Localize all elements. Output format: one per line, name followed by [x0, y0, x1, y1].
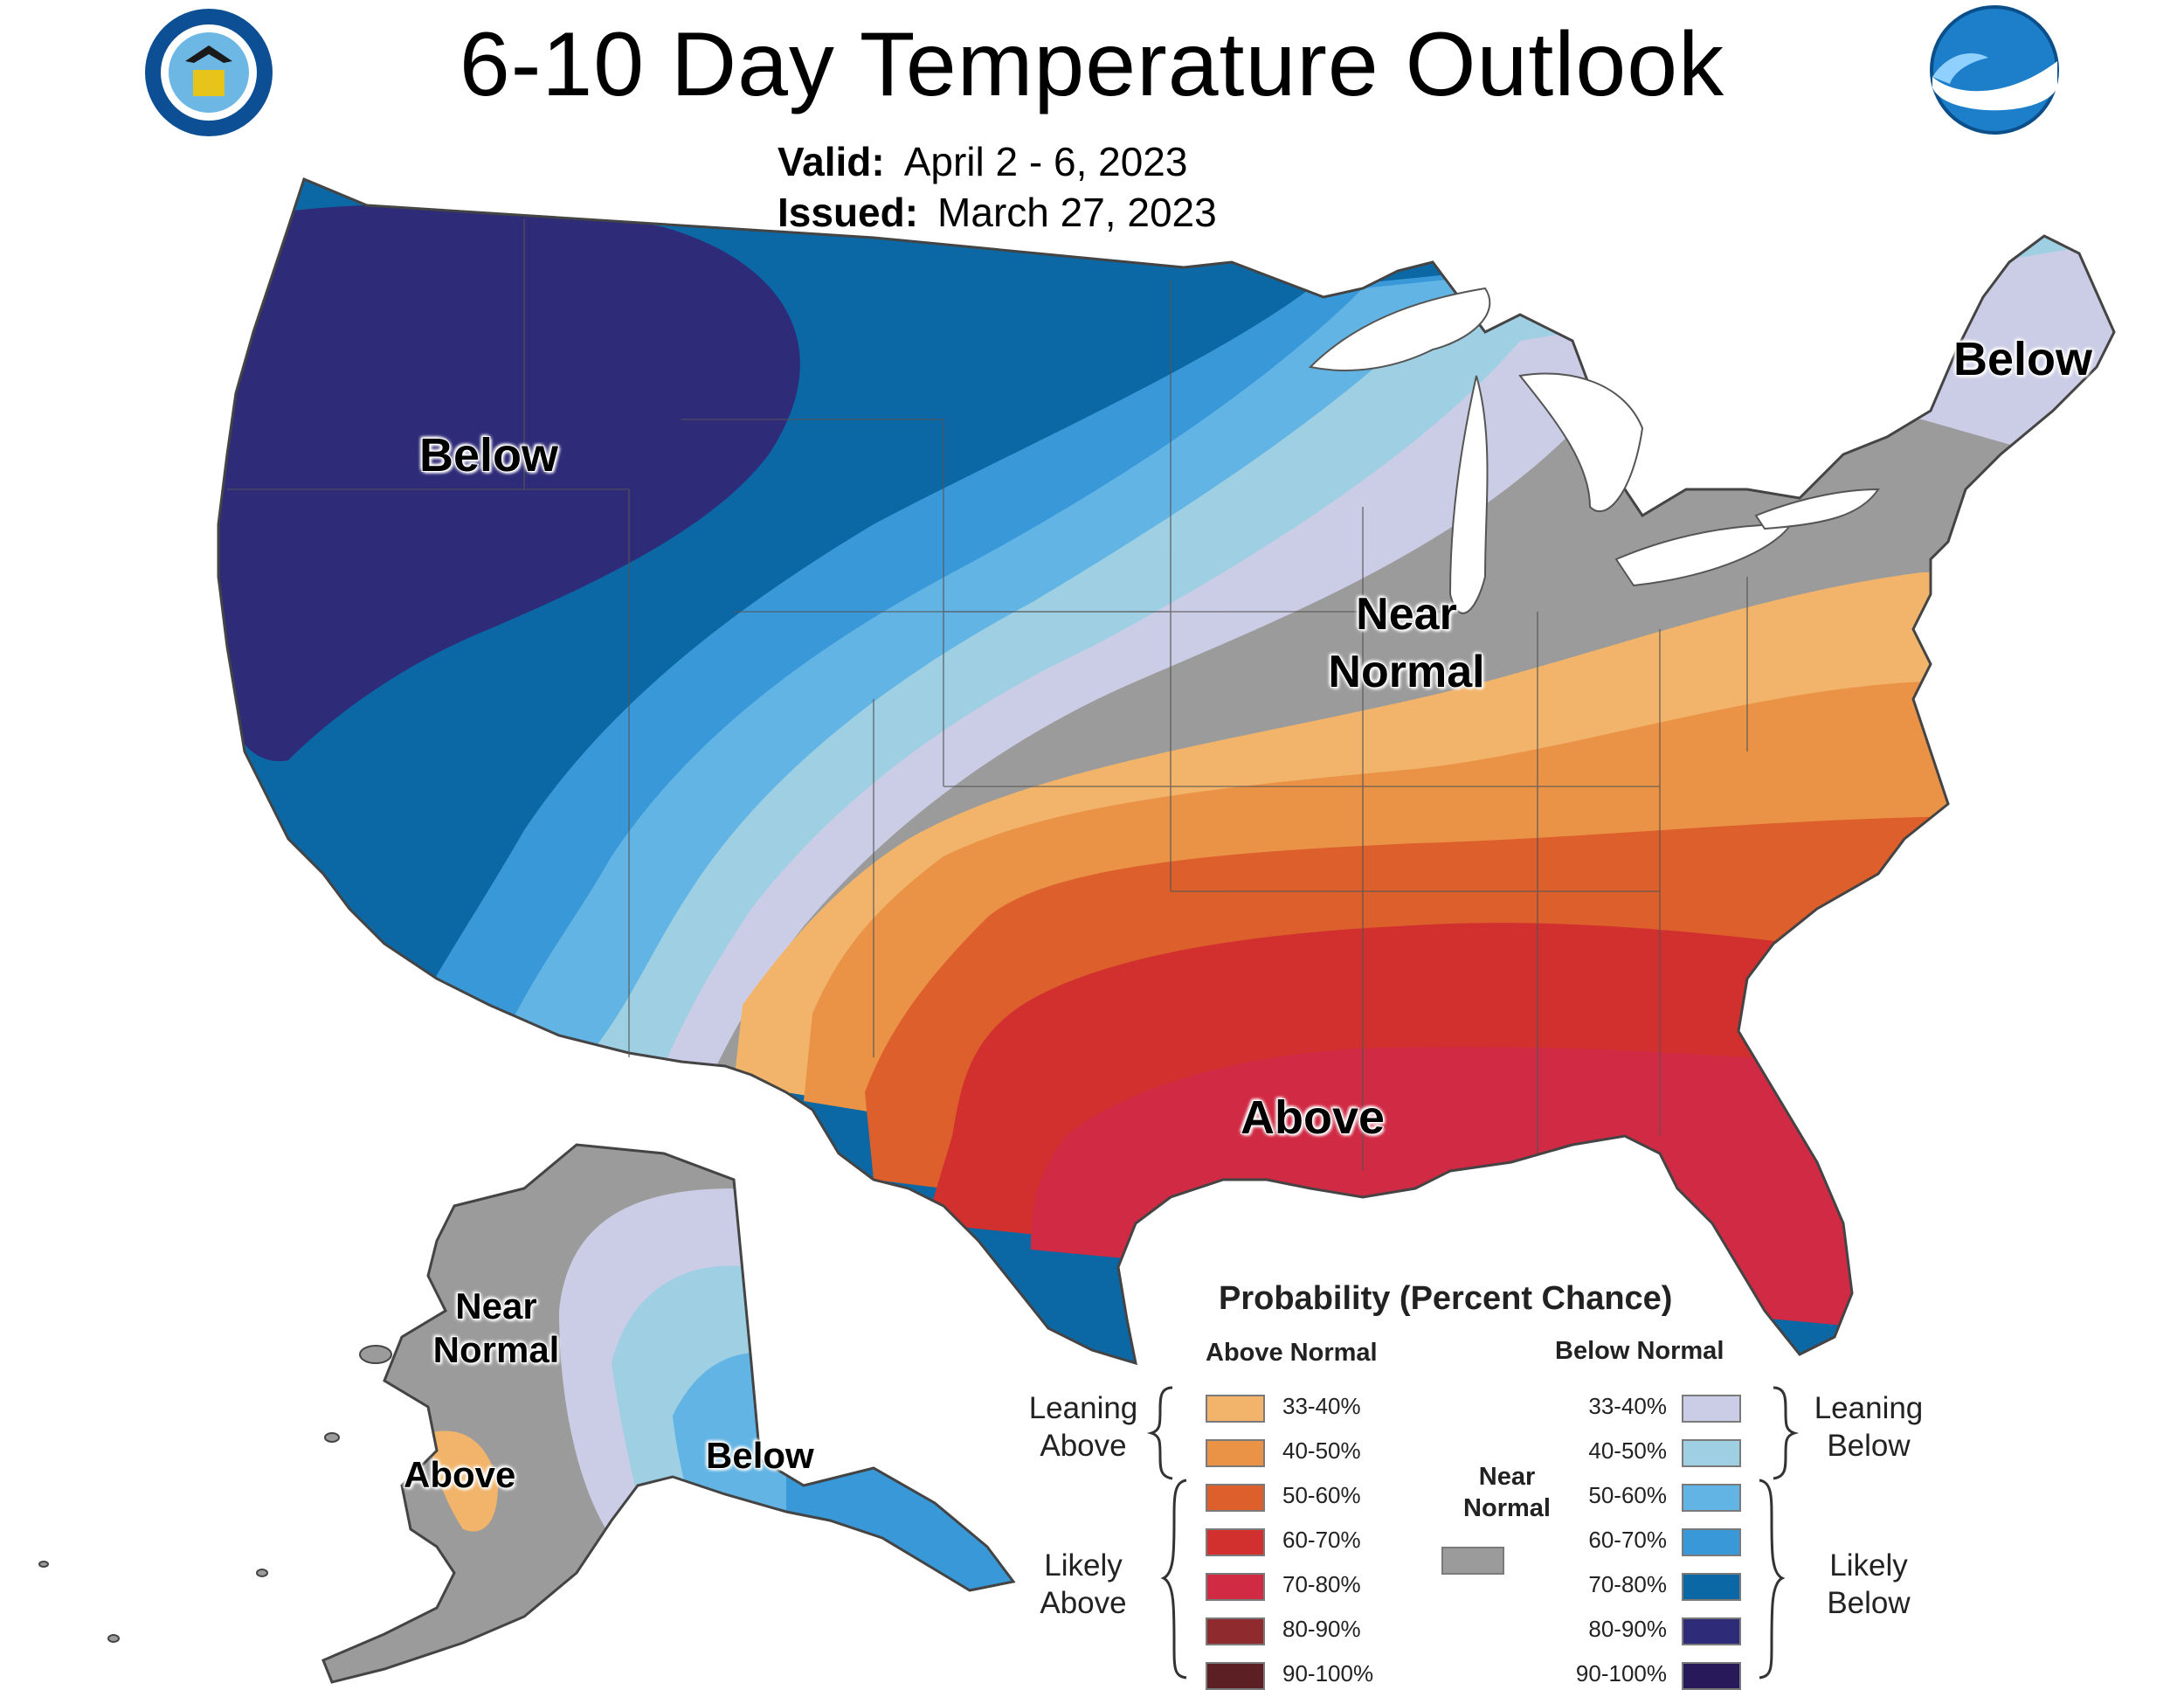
noaa-logo-icon	[1930, 5, 2059, 135]
label-near-normal: Near Normal	[1327, 588, 1485, 698]
legend-title: Probability (Percent Chance)	[1219, 1280, 1673, 1317]
below-swatch	[1682, 1528, 1741, 1556]
issued-value: March 27, 2023	[937, 190, 1217, 235]
label-alaska-below: Below	[705, 1434, 815, 1477]
above-swatch	[1206, 1617, 1265, 1645]
alaska-outline	[321, 1143, 1016, 1684]
below-swatch-label: 50-60%	[1588, 1482, 1667, 1508]
near-normal-swatch	[1441, 1547, 1504, 1575]
near-normal-legend-label: Near Normal	[1463, 1463, 1551, 1522]
label-below-west: Below	[418, 428, 559, 482]
below-swatch-label: 80-90%	[1588, 1616, 1667, 1642]
leaning-above-label: Leaning Above	[1028, 1391, 1138, 1463]
below-swatch	[1682, 1573, 1741, 1601]
below-swatch	[1682, 1617, 1741, 1645]
issued-date: Issued: March 27, 2023	[778, 189, 1217, 236]
above-swatch	[1206, 1662, 1265, 1690]
likely-above-label: Likely Above	[1040, 1548, 1127, 1620]
below-swatch-label: 70-80%	[1588, 1571, 1667, 1597]
state-boundaries	[227, 218, 1748, 1171]
legend-above-header: Above Normal	[1206, 1339, 1378, 1367]
issued-label: Issued:	[778, 190, 919, 235]
legend-below-header: Below Normal	[1555, 1337, 1724, 1365]
page-title: 6-10 Day Temperature Outlook	[459, 14, 1725, 115]
above-swatch	[1206, 1573, 1265, 1601]
label-below-northeast: Below	[1952, 332, 2093, 386]
below-swatch	[1682, 1484, 1741, 1512]
above-swatch-label: 60-70%	[1282, 1527, 1361, 1553]
above-swatch	[1206, 1484, 1265, 1512]
below-swatch-label: 33-40%	[1588, 1393, 1667, 1419]
conus-outline	[217, 177, 2116, 1366]
above-swatch-label: 80-90%	[1282, 1616, 1361, 1642]
valid-label: Valid:	[778, 139, 885, 184]
below-swatch-label: 60-70%	[1588, 1527, 1667, 1553]
valid-value: April 2 - 6, 2023	[903, 139, 1188, 184]
likely-below-label: Likely Below	[1827, 1548, 1911, 1620]
alaska-probability-bands	[323, 1145, 1013, 1682]
great-lakes	[1308, 287, 1880, 614]
label-alaska-near-normal: Near Normal	[432, 1285, 561, 1371]
above-swatch	[1206, 1439, 1265, 1467]
label-alaska-above: Above	[403, 1453, 516, 1496]
above-swatch-label: 50-60%	[1282, 1482, 1361, 1508]
below-swatch-label: 40-50%	[1588, 1437, 1667, 1464]
label-above: Above	[1240, 1091, 1386, 1145]
below-swatch	[1682, 1439, 1741, 1467]
above-swatch-label: 90-100%	[1282, 1660, 1374, 1687]
valid-date: Valid: April 2 - 6, 2023	[778, 138, 1187, 185]
commerce-seal-icon	[145, 9, 273, 136]
below-swatch-label: 90-100%	[1575, 1660, 1667, 1687]
alaska-islands	[38, 1345, 392, 1643]
above-swatch-label: 40-50%	[1282, 1437, 1361, 1464]
leaning-below-label: Leaning Below	[1814, 1391, 1924, 1463]
above-swatch-label: 70-80%	[1282, 1571, 1361, 1597]
above-swatch-label: 33-40%	[1282, 1393, 1361, 1419]
above-swatch	[1206, 1395, 1265, 1423]
below-swatch	[1682, 1662, 1741, 1690]
above-swatch	[1206, 1528, 1265, 1556]
below-swatch	[1682, 1395, 1741, 1423]
